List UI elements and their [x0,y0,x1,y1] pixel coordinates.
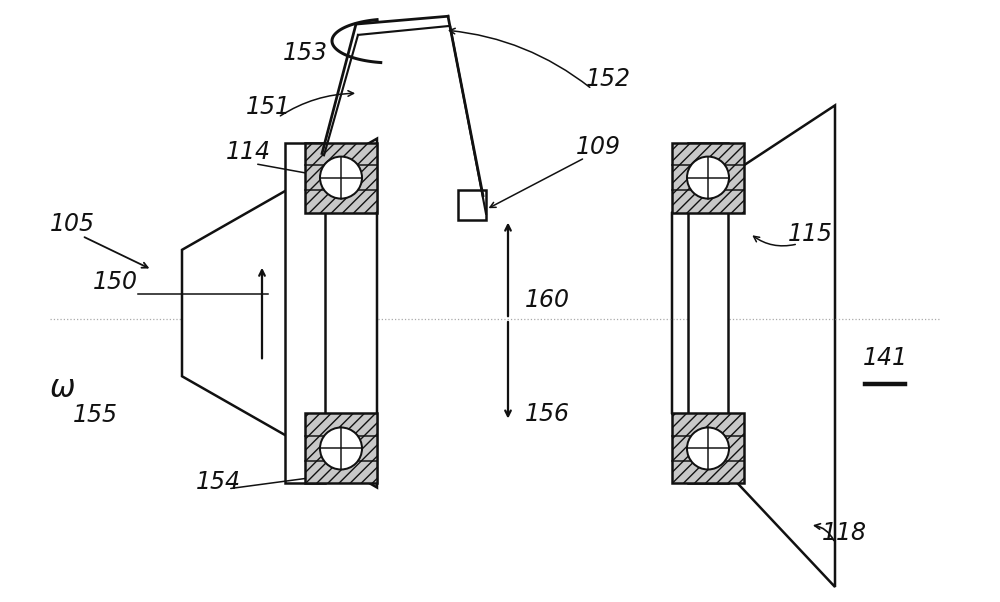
Text: 155: 155 [72,403,118,427]
Text: 154: 154 [196,470,241,494]
Text: 156: 156 [525,402,570,426]
Text: $\omega$: $\omega$ [49,374,75,403]
Text: 109: 109 [576,135,620,160]
Text: 115: 115 [788,222,833,246]
Text: 150: 150 [92,270,138,294]
Polygon shape [672,105,835,587]
Bar [285,143,325,483]
Circle shape [687,157,729,199]
Bar [672,414,744,483]
Text: 153: 153 [283,41,328,65]
Bar [305,414,377,483]
Text: 151: 151 [246,95,290,119]
Bar [305,143,377,213]
Polygon shape [182,138,377,488]
Text: 160: 160 [525,288,570,312]
Text: 141: 141 [862,346,908,370]
Circle shape [687,427,729,470]
Circle shape [320,157,362,199]
Text: 152: 152 [586,67,631,92]
Text: 118: 118 [822,521,867,545]
Bar [672,143,744,213]
Circle shape [320,427,362,470]
Text: 105: 105 [50,212,94,236]
Bar [458,190,486,220]
Bar [688,143,728,483]
Text: 114: 114 [226,140,270,164]
